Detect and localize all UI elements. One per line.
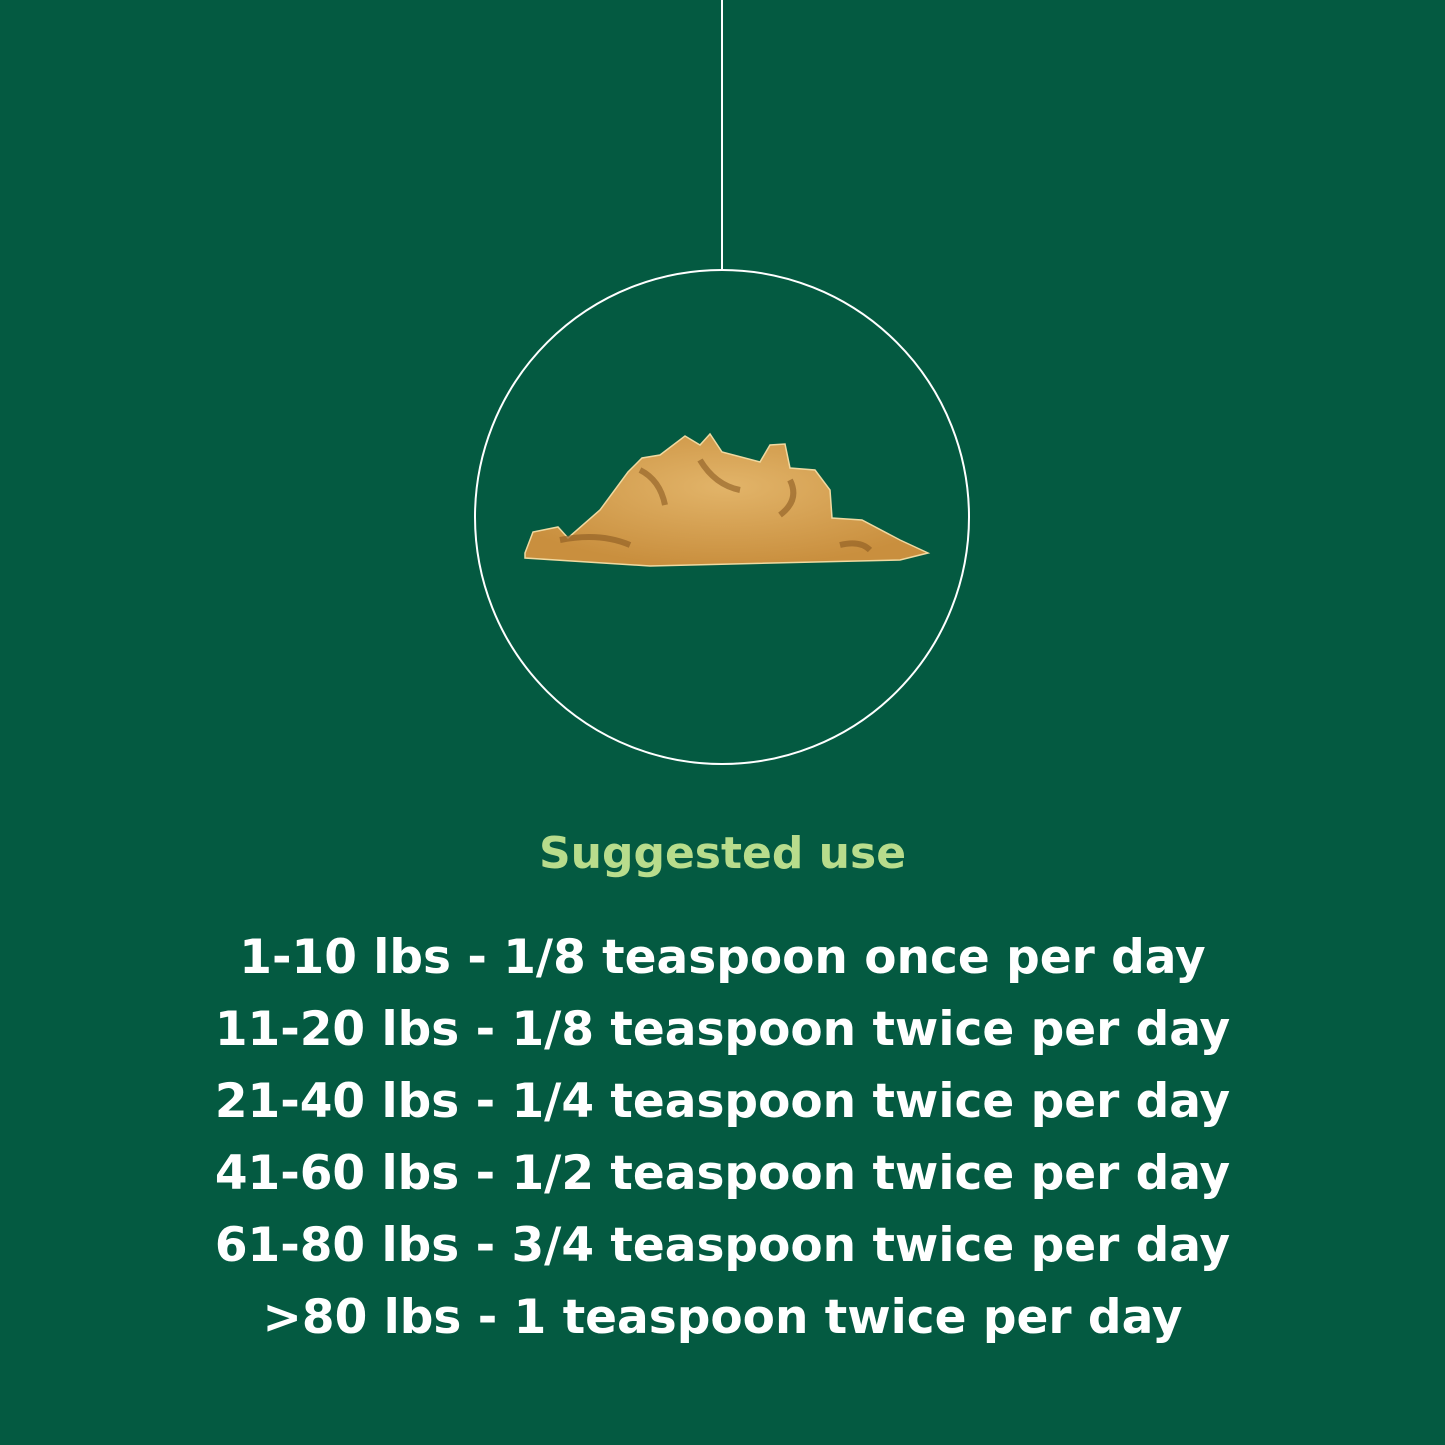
- suggested-use-heading: Suggested use: [538, 828, 907, 879]
- dosing-item: 1-10 lbs - 1/8 teaspoon once per day: [239, 930, 1206, 985]
- dosing-item: 11-20 lbs - 1/8 teaspoon twice per day: [214, 1002, 1231, 1057]
- dosing-item: 21-40 lbs - 1/4 teaspoon twice per day: [214, 1074, 1231, 1129]
- dosing-item: 41-60 lbs - 1/2 teaspoon twice per day: [214, 1146, 1231, 1201]
- frame-circle: [474, 269, 970, 765]
- dosing-list: 1-10 lbs - 1/8 teaspoon once per day 11-…: [0, 925, 1445, 1357]
- powder-pile-icon: [524, 432, 931, 567]
- dosing-item: 61-80 lbs - 3/4 teaspoon twice per day: [214, 1218, 1231, 1273]
- hanging-circle-illustration: [474, 0, 970, 765]
- dosing-item: >80 lbs - 1 teaspoon twice per day: [262, 1290, 1183, 1345]
